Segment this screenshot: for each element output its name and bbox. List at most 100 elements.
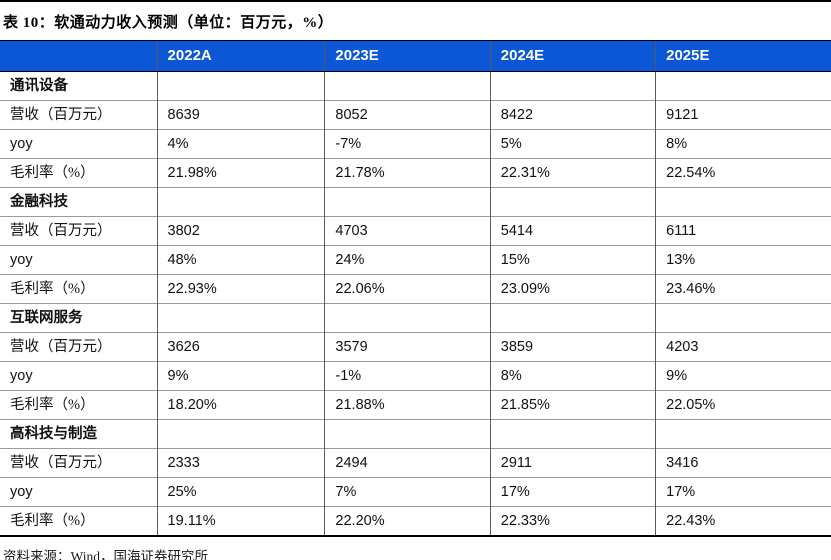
value-cell: 17%: [655, 477, 831, 507]
table-header: 2022A 2023E 2024E 2025E: [0, 40, 831, 72]
value-cell: 24%: [324, 245, 491, 275]
table-row: 营收（百万元） 8639 8052 8422 9121: [0, 100, 831, 130]
empty-cell: [324, 419, 491, 449]
empty-cell: [324, 71, 491, 101]
section-label: 高科技与制造: [0, 419, 158, 449]
empty-cell: [655, 187, 831, 217]
section-row: 高科技与制造: [0, 419, 831, 449]
row-label: yoy: [0, 361, 158, 391]
section-label: 通讯设备: [0, 71, 158, 101]
section-row: 通讯设备: [0, 71, 831, 101]
row-label: 营收（百万元）: [0, 448, 158, 478]
section-row: 互联网服务: [0, 303, 831, 333]
value-cell: 21.78%: [324, 158, 491, 188]
empty-cell: [489, 187, 656, 217]
table-row: yoy 25% 7% 17% 17%: [0, 477, 831, 507]
value-cell: 6111: [655, 216, 831, 246]
value-cell: 18.20%: [156, 390, 325, 420]
row-label: 毛利率（%）: [0, 274, 158, 304]
empty-cell: [655, 303, 831, 333]
table-row: 营收（百万元） 3626 3579 3859 4203: [0, 332, 831, 362]
value-cell: 4703: [324, 216, 491, 246]
section-row: 金融科技: [0, 187, 831, 217]
value-cell: 7%: [324, 477, 491, 507]
value-cell: 21.88%: [324, 390, 491, 420]
value-cell: 19.11%: [156, 506, 325, 536]
source-note: 资料来源：Wind，国海证券研究所: [3, 549, 208, 560]
empty-cell: [156, 187, 325, 217]
empty-cell: [156, 71, 325, 101]
row-label: yoy: [0, 129, 158, 159]
value-cell: 15%: [489, 245, 656, 275]
value-cell: 5%: [489, 129, 656, 159]
value-cell: 23.09%: [489, 274, 656, 304]
row-label: 毛利率（%）: [0, 158, 158, 188]
table-row: 毛利率（%） 18.20% 21.88% 21.85% 22.05%: [0, 390, 831, 420]
value-cell: 22.20%: [324, 506, 491, 536]
empty-cell: [324, 187, 491, 217]
value-cell: 48%: [156, 245, 325, 275]
value-cell: 21.98%: [156, 158, 325, 188]
column-header-blank: [0, 40, 158, 72]
value-cell: 25%: [156, 477, 325, 507]
value-cell: 8%: [489, 361, 656, 391]
top-divider: [0, 0, 831, 2]
value-cell: 22.93%: [156, 274, 325, 304]
value-cell: 8%: [655, 129, 831, 159]
row-label: 营收（百万元）: [0, 216, 158, 246]
empty-cell: [489, 71, 656, 101]
row-label: yoy: [0, 245, 158, 275]
value-cell: 4%: [156, 129, 325, 159]
empty-cell: [156, 303, 325, 333]
revenue-forecast-table: 2022A 2023E 2024E 2025E 通讯设备 营收（百万元） 8639 8052…: [0, 40, 831, 537]
empty-cell: [655, 419, 831, 449]
row-label: 营收（百万元）: [0, 100, 158, 130]
value-cell: 22.05%: [655, 390, 831, 420]
value-cell: 21.85%: [489, 390, 656, 420]
table-row: 毛利率（%） 19.11% 22.20% 22.33% 22.43%: [0, 506, 831, 536]
value-cell: 5414: [489, 216, 656, 246]
value-cell: 3579: [324, 332, 491, 362]
table-row: 毛利率（%） 22.93% 22.06% 23.09% 23.46%: [0, 274, 831, 304]
table-body: 通讯设备 营收（百万元） 8639 8052 8422 9121 yoy 4% -7% 5% 8% 毛…: [0, 71, 831, 536]
row-label: yoy: [0, 477, 158, 507]
table-row: 营收（百万元） 2333 2494 2911 3416: [0, 448, 831, 478]
empty-cell: [489, 419, 656, 449]
value-cell: 22.54%: [655, 158, 831, 188]
row-label: 毛利率（%）: [0, 390, 158, 420]
empty-cell: [489, 303, 656, 333]
table-row: yoy 4% -7% 5% 8%: [0, 129, 831, 159]
value-cell: 2494: [324, 448, 491, 478]
table-title: 表 10：软通动力收入预测（单位：百万元，%）: [3, 15, 334, 31]
column-header-2025e: 2025E: [655, 40, 831, 72]
value-cell: 3626: [156, 332, 325, 362]
section-label: 互联网服务: [0, 303, 158, 333]
column-header-2022a: 2022A: [156, 40, 325, 72]
value-cell: 23.46%: [655, 274, 831, 304]
value-cell: 8052: [324, 100, 491, 130]
value-cell: 22.06%: [324, 274, 491, 304]
value-cell: 3416: [655, 448, 831, 478]
row-label: 毛利率（%）: [0, 506, 158, 536]
value-cell: -1%: [324, 361, 491, 391]
value-cell: 4203: [655, 332, 831, 362]
value-cell: -7%: [324, 129, 491, 159]
value-cell: 9%: [156, 361, 325, 391]
table-row: yoy 48% 24% 15% 13%: [0, 245, 831, 275]
value-cell: 8639: [156, 100, 325, 130]
row-label: 营收（百万元）: [0, 332, 158, 362]
value-cell: 8422: [489, 100, 656, 130]
empty-cell: [324, 303, 491, 333]
value-cell: 2333: [156, 448, 325, 478]
section-label: 金融科技: [0, 187, 158, 217]
value-cell: 22.43%: [655, 506, 831, 536]
table-row: yoy 9% -1% 8% 9%: [0, 361, 831, 391]
value-cell: 3802: [156, 216, 325, 246]
table-row: 营收（百万元） 3802 4703 5414 6111: [0, 216, 831, 246]
column-header-2023e: 2023E: [324, 40, 491, 72]
value-cell: 22.33%: [489, 506, 656, 536]
table-row: 毛利率（%） 21.98% 21.78% 22.31% 22.54%: [0, 158, 831, 188]
value-cell: 13%: [655, 245, 831, 275]
empty-cell: [655, 71, 831, 101]
